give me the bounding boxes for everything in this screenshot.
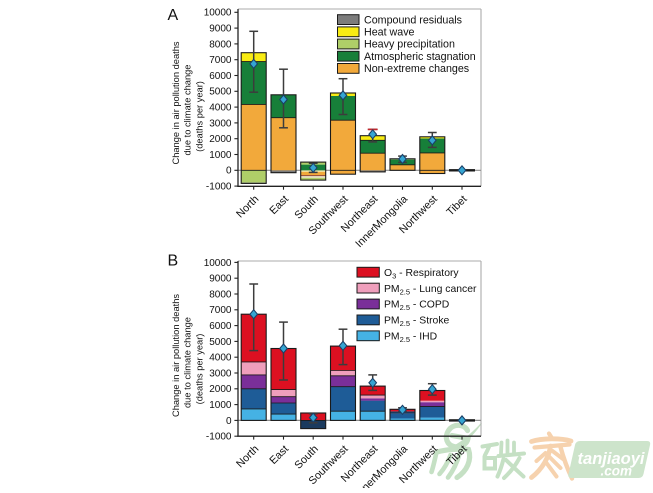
svg-text:A: A [168,7,179,24]
svg-text:2000: 2000 [209,384,232,395]
svg-text:O3 - Respiratory: O3 - Respiratory [384,268,459,281]
svg-text:Compound residuals: Compound residuals [364,14,462,26]
svg-text:9000: 9000 [209,274,232,285]
svg-text:0: 0 [226,166,232,177]
svg-text:PM2.5 - IHD: PM2.5 - IHD [384,332,437,345]
svg-text:(deaths per year): (deaths per year) [194,334,204,405]
svg-text:due to climate change: due to climate change [183,65,193,156]
svg-text:Change in air pollution deaths: Change in air pollution deaths [171,41,181,164]
svg-text:(deaths per year): (deaths per year) [194,81,204,152]
svg-text:due to climate change: due to climate change [183,317,193,408]
svg-text:9000: 9000 [209,24,232,35]
svg-text:5000: 5000 [209,337,232,348]
svg-text:1000: 1000 [209,400,232,411]
svg-text:PM2.5 - COPD: PM2.5 - COPD [384,300,449,313]
svg-text:B: B [168,253,179,270]
svg-text:-1000: -1000 [206,182,232,193]
svg-text:Heat wave: Heat wave [364,27,415,39]
svg-text:8000: 8000 [209,39,232,50]
svg-text:5000: 5000 [209,87,232,98]
svg-text:7000: 7000 [209,55,232,66]
svg-text:Non-extreme changes: Non-extreme changes [364,63,469,75]
svg-text:Change in air pollution deaths: Change in air pollution deaths [171,294,181,417]
svg-text:0: 0 [226,416,232,427]
svg-text:10000: 10000 [204,8,232,19]
svg-text:6000: 6000 [209,321,232,332]
svg-text:.com: .com [600,464,632,479]
svg-text:10000: 10000 [204,258,232,269]
svg-text:7000: 7000 [209,305,232,316]
svg-text:4000: 4000 [209,103,232,114]
svg-text:3000: 3000 [209,118,232,129]
svg-text:-1000: -1000 [206,432,232,443]
svg-text:PM2.5 - Lung cancer: PM2.5 - Lung cancer [384,284,477,297]
svg-text:8000: 8000 [209,289,232,300]
svg-text:3000: 3000 [209,368,232,379]
svg-text:4000: 4000 [209,353,232,364]
svg-text:2000: 2000 [209,134,232,145]
svg-text:tanjiaoyi: tanjiaoyi [578,450,645,468]
svg-text:Atmospheric stagnation: Atmospheric stagnation [364,51,476,63]
svg-text:Heavy precipitation: Heavy precipitation [364,39,455,51]
svg-text:6000: 6000 [209,71,232,82]
svg-text:1000: 1000 [209,150,232,161]
svg-text:PM2.5 - Stroke: PM2.5 - Stroke [384,316,450,329]
